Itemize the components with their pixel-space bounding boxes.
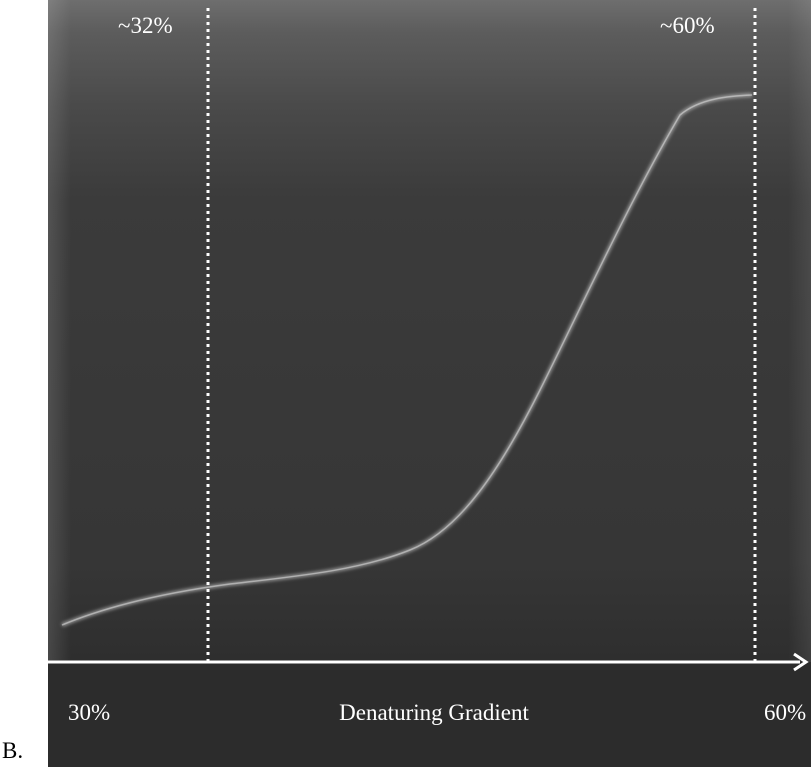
top-label: ~60% xyxy=(660,13,715,38)
gel-edge xyxy=(48,0,811,662)
top-label: ~32% xyxy=(118,13,173,38)
axis-end: 60% xyxy=(764,700,806,725)
axis-start: 30% xyxy=(68,700,110,725)
axis-title: Denaturing Gradient xyxy=(339,700,529,725)
page: ~32% ~60% 30% Denaturing Gradient 60% B.… xyxy=(0,0,811,767)
figure: ~32% ~60% 30% Denaturing Gradient 60% B. xyxy=(0,0,811,767)
panel-label: B. xyxy=(2,738,23,763)
